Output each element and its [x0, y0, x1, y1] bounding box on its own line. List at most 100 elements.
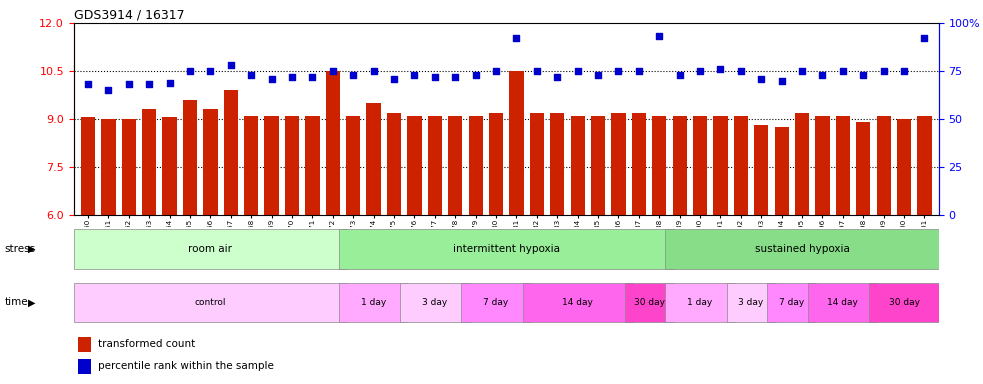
- Bar: [400, 283, 470, 322]
- Bar: [367, 103, 380, 215]
- Bar: [523, 283, 633, 322]
- Point: [366, 68, 381, 74]
- Point: [835, 68, 850, 74]
- Point: [427, 74, 442, 80]
- Bar: [74, 283, 347, 322]
- Bar: [78, 336, 91, 352]
- Point: [774, 78, 789, 84]
- Bar: [530, 113, 544, 215]
- Bar: [795, 113, 809, 215]
- Bar: [917, 116, 932, 215]
- Bar: [665, 283, 734, 322]
- Point: [794, 68, 810, 74]
- Bar: [570, 116, 585, 215]
- Bar: [264, 116, 279, 215]
- Point: [876, 68, 892, 74]
- Bar: [775, 127, 788, 215]
- Bar: [672, 116, 687, 215]
- Point: [896, 68, 912, 74]
- Bar: [550, 113, 564, 215]
- Point: [733, 68, 749, 74]
- Text: 14 day: 14 day: [562, 298, 593, 307]
- Bar: [448, 116, 462, 215]
- Bar: [469, 116, 483, 215]
- Text: percentile rank within the sample: percentile rank within the sample: [98, 361, 274, 371]
- Point: [529, 68, 545, 74]
- Bar: [387, 113, 401, 215]
- Point: [121, 81, 137, 88]
- Point: [468, 72, 484, 78]
- Text: ▶: ▶: [28, 297, 35, 308]
- Point: [508, 35, 524, 41]
- Point: [244, 72, 260, 78]
- Bar: [652, 116, 666, 215]
- Text: ▶: ▶: [28, 243, 35, 254]
- Bar: [101, 119, 116, 215]
- Text: 3 day: 3 day: [738, 298, 764, 307]
- Point: [570, 68, 586, 74]
- Point: [325, 68, 341, 74]
- Point: [263, 76, 279, 82]
- Bar: [611, 113, 625, 215]
- Bar: [162, 118, 177, 215]
- Text: 7 day: 7 day: [484, 298, 508, 307]
- Bar: [591, 116, 606, 215]
- Point: [713, 66, 728, 72]
- Text: time: time: [5, 297, 29, 308]
- Text: control: control: [195, 298, 226, 307]
- Bar: [339, 229, 673, 268]
- Bar: [714, 116, 727, 215]
- Bar: [768, 283, 816, 322]
- Bar: [509, 71, 524, 215]
- Point: [81, 81, 96, 88]
- Text: room air: room air: [189, 243, 232, 254]
- Bar: [224, 90, 238, 215]
- Text: 30 day: 30 day: [634, 298, 665, 307]
- Point: [223, 62, 239, 68]
- Bar: [183, 100, 198, 215]
- Point: [753, 76, 769, 82]
- Bar: [815, 116, 830, 215]
- Bar: [754, 126, 769, 215]
- Point: [182, 68, 198, 74]
- Bar: [808, 283, 878, 322]
- Point: [345, 72, 361, 78]
- Bar: [74, 229, 347, 268]
- Bar: [78, 359, 91, 374]
- Bar: [896, 119, 911, 215]
- Point: [631, 68, 647, 74]
- Text: 1 day: 1 day: [687, 298, 713, 307]
- Text: 3 day: 3 day: [423, 298, 447, 307]
- Point: [100, 87, 116, 93]
- Point: [671, 72, 687, 78]
- Point: [916, 35, 932, 41]
- Bar: [856, 122, 870, 215]
- Point: [386, 76, 402, 82]
- Bar: [244, 116, 259, 215]
- Bar: [632, 113, 646, 215]
- Point: [447, 74, 463, 80]
- Point: [652, 33, 667, 40]
- Point: [305, 74, 320, 80]
- Bar: [733, 116, 748, 215]
- Text: 14 day: 14 day: [828, 298, 858, 307]
- Bar: [428, 116, 442, 215]
- Text: transformed count: transformed count: [98, 339, 196, 349]
- Point: [407, 72, 423, 78]
- Bar: [306, 116, 319, 215]
- Bar: [461, 283, 531, 322]
- Point: [162, 79, 178, 86]
- Point: [142, 81, 157, 88]
- Bar: [339, 283, 408, 322]
- Bar: [665, 229, 939, 268]
- Bar: [122, 119, 136, 215]
- Bar: [489, 113, 503, 215]
- Point: [855, 72, 871, 78]
- Text: 1 day: 1 day: [361, 298, 386, 307]
- Bar: [285, 116, 299, 215]
- Bar: [325, 71, 340, 215]
- Text: stress: stress: [5, 243, 36, 254]
- Point: [610, 68, 626, 74]
- Point: [489, 68, 504, 74]
- Bar: [877, 116, 891, 215]
